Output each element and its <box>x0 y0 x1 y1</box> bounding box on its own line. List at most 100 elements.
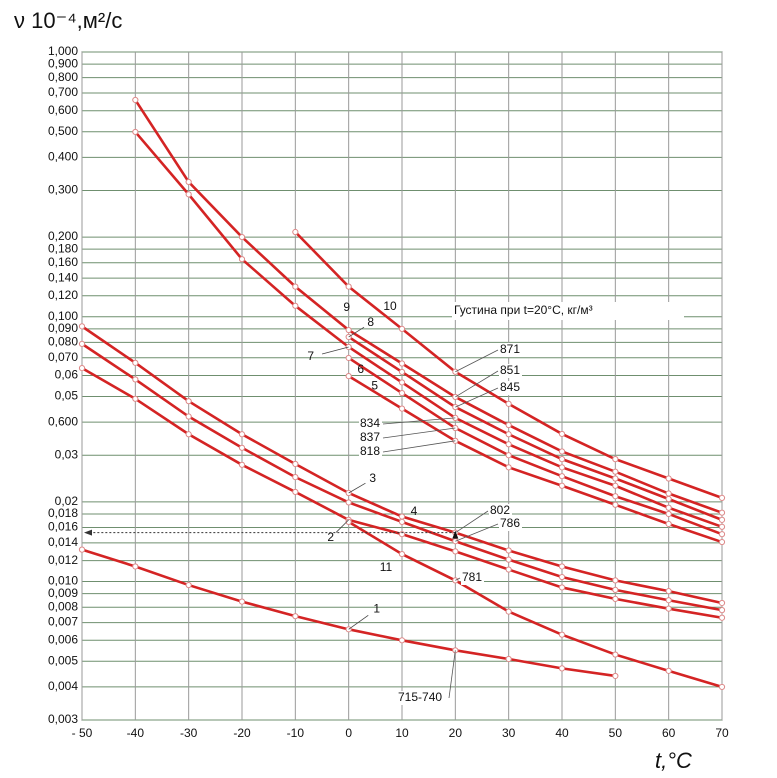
annotation: 818 <box>360 444 380 458</box>
annotation-bg <box>489 504 512 518</box>
y-tick-label: 0,004 <box>48 679 78 693</box>
point-marker <box>612 468 619 475</box>
point-marker <box>612 586 619 593</box>
point-marker <box>452 538 459 545</box>
annotation: 802 <box>490 503 510 517</box>
curve-label: 9 <box>343 300 350 314</box>
point-marker <box>505 431 512 438</box>
point-marker <box>78 364 86 372</box>
point-marker <box>665 490 672 497</box>
y-tick-label: 0,010 <box>48 574 78 588</box>
point-marker <box>612 651 619 658</box>
x-axis-title: t,°C <box>655 748 692 773</box>
y-tick-label: 1,000 <box>48 44 78 58</box>
point-marker <box>558 563 566 570</box>
point-marker <box>718 538 726 546</box>
annotation-bg <box>397 691 448 705</box>
point-marker <box>78 323 86 330</box>
y-axis-title: ν 10⁻⁴,м²/с <box>14 8 122 33</box>
y-tick-label: 0,070 <box>48 350 78 364</box>
annotation-bg <box>499 343 522 357</box>
label-leader <box>321 346 349 355</box>
point-marker <box>345 354 352 362</box>
annotation: Густина при t=20°C, кг/м³ <box>454 303 593 317</box>
point-marker <box>558 473 566 480</box>
annotation: 786 <box>500 516 520 530</box>
y-tick-label: 0,400 <box>48 150 78 164</box>
annotation-leader <box>455 349 499 373</box>
point-marker <box>132 128 139 136</box>
y-tick-label: 0,900 <box>48 56 78 70</box>
point-marker <box>558 584 566 591</box>
annotation-leader <box>455 523 499 542</box>
point-marker <box>398 518 406 525</box>
annotation-bg <box>461 571 484 585</box>
point-marker <box>558 631 566 638</box>
point-marker <box>665 495 672 503</box>
point-marker <box>345 283 352 290</box>
y-tick-label: 0,008 <box>48 599 78 613</box>
point-marker <box>78 340 86 347</box>
curve-label: 1 <box>373 602 380 616</box>
point-marker <box>718 494 726 501</box>
point-marker <box>345 499 352 506</box>
curve-label: 3 <box>369 471 376 485</box>
curve-label: 5 <box>371 378 378 392</box>
annotation-bg <box>499 364 522 378</box>
point-marker <box>185 431 192 438</box>
curve-label: 2 <box>327 530 334 544</box>
point-marker <box>612 475 619 482</box>
point-marker <box>505 556 512 563</box>
point-marker <box>132 376 139 383</box>
point-marker <box>292 302 299 309</box>
point-marker <box>612 672 619 680</box>
point-marker <box>452 577 459 584</box>
point-marker <box>665 597 672 604</box>
annotation-leader <box>455 387 499 408</box>
x-tick-label: -40 <box>127 726 145 740</box>
annotation-leader <box>455 510 489 533</box>
y-tick-label: 0,800 <box>48 70 78 84</box>
annotation: 845 <box>500 380 520 394</box>
y-tick-label: 0,090 <box>48 321 78 335</box>
point-marker <box>345 372 352 380</box>
x-tick-label: 50 <box>609 726 623 740</box>
point-marker <box>505 547 512 554</box>
annotation: 837 <box>360 430 380 444</box>
curve <box>134 131 723 529</box>
annotation-leader <box>382 417 456 425</box>
annotation: 871 <box>500 342 520 356</box>
point-marker <box>505 566 512 573</box>
point-marker <box>238 431 246 438</box>
point-marker <box>185 178 192 186</box>
annotation-bg <box>452 302 684 320</box>
annotation-leader <box>448 650 456 699</box>
annotation-leader <box>382 440 456 453</box>
point-marker <box>558 448 566 455</box>
point-marker <box>132 96 139 104</box>
point-marker <box>612 482 619 489</box>
curve <box>347 520 723 689</box>
x-tick-label: 70 <box>715 726 729 740</box>
point-marker <box>345 626 352 633</box>
point-marker <box>665 475 672 482</box>
x-tick-label: 60 <box>662 726 676 740</box>
y-tick-label: 0,003 <box>48 712 78 726</box>
point-marker <box>292 283 299 290</box>
annotation-bg <box>359 417 382 431</box>
point-marker <box>292 460 299 468</box>
annotation: 781 <box>462 570 482 584</box>
curve <box>134 99 723 514</box>
point-marker <box>505 608 512 615</box>
point-marker <box>238 256 246 263</box>
y-tick-label: 0,100 <box>48 309 78 323</box>
y-tick-label: 0,016 <box>48 520 78 534</box>
annotation-bg <box>359 431 382 445</box>
x-tick-label: -30 <box>180 726 198 740</box>
point-marker <box>398 379 406 386</box>
point-marker <box>718 531 726 538</box>
point-marker <box>558 464 566 471</box>
y-tick-label: 0,160 <box>48 255 78 269</box>
point-marker <box>185 398 192 405</box>
annotation: 715-740 <box>398 690 442 704</box>
